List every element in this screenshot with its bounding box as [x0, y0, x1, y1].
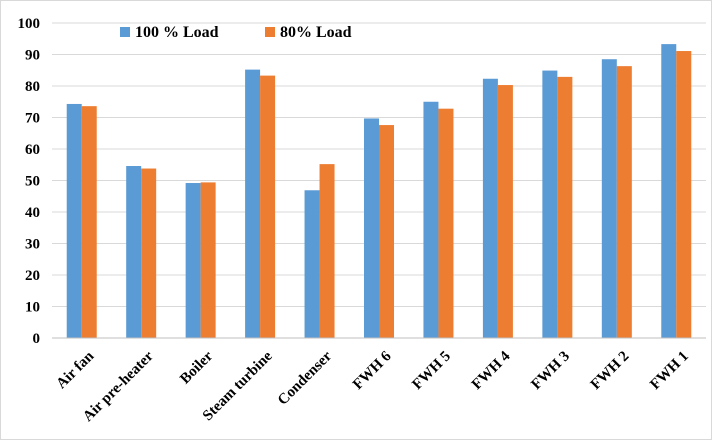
y-tick-label: 90: [25, 48, 40, 64]
y-tick-label: 40: [25, 205, 40, 221]
bar-series-1: [185, 183, 201, 338]
bar-series-1: [661, 44, 677, 338]
y-tick-label: 80: [25, 79, 40, 95]
legend-label: 100 % Load: [135, 24, 219, 41]
bar-series-2: [379, 125, 394, 338]
bars: [66, 44, 692, 339]
bar-series-2: [497, 85, 513, 339]
y-tick-label: 20: [25, 268, 40, 284]
y-tick-label: 60: [25, 142, 40, 158]
bar-series-1: [542, 70, 558, 338]
bar-series-1: [601, 59, 617, 338]
bar-series-1: [482, 78, 498, 338]
bar-series-1: [364, 118, 379, 338]
legend-swatch: [265, 27, 275, 37]
y-tick-label: 70: [25, 111, 40, 127]
bar-series-1: [66, 103, 82, 338]
bar-series-1: [304, 190, 320, 338]
bar-series-2: [141, 168, 157, 338]
bar-series-2: [319, 164, 335, 338]
bar-series-2: [557, 76, 573, 339]
bar-series-1: [126, 166, 142, 338]
legend-swatch: [120, 27, 130, 37]
bar-series-2: [616, 66, 632, 338]
y-axis-tick-labels: 0 10 20 30 40 50 60 70 80 90 100: [18, 16, 41, 347]
bar-series-2: [200, 182, 216, 338]
legend-label: 80% Load: [280, 24, 352, 41]
bar-series-2: [260, 75, 276, 338]
bar-series-2: [81, 106, 97, 338]
y-tick-label: 30: [25, 237, 40, 253]
y-tick-label: 10: [25, 300, 40, 316]
bar-series-2: [438, 108, 454, 339]
legend: 100 % Load 80% Load: [120, 24, 352, 41]
y-tick-label: 100: [18, 16, 41, 32]
bar-series-2: [676, 51, 692, 338]
y-tick-label: 0: [33, 331, 41, 347]
gridlines: [52, 22, 706, 307]
bar-series-1: [423, 101, 439, 338]
bar-series-1: [245, 69, 261, 339]
y-tick-label: 50: [25, 174, 40, 190]
